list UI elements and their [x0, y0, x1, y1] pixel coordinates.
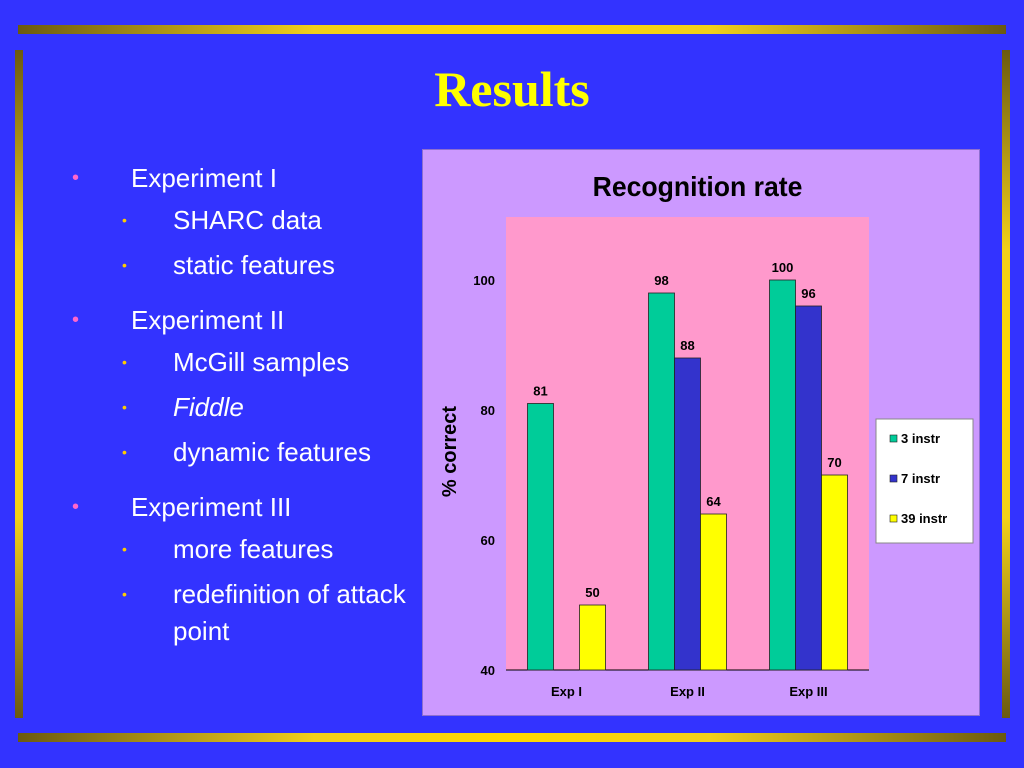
sub-bullet-dot-icon: •: [122, 257, 127, 273]
y-tick-label: 60: [481, 533, 495, 548]
data-label: 96: [801, 286, 815, 301]
data-label: 100: [772, 260, 794, 275]
bar: [527, 403, 554, 671]
sub-bullet-label: more features: [173, 534, 334, 564]
legend-label: 3 instr: [901, 431, 940, 446]
x-tick-label: Exp I: [551, 684, 582, 699]
legend-swatch: [889, 514, 898, 523]
sub-bullet-dot-icon: •: [122, 399, 127, 415]
bar: [579, 604, 606, 671]
chart-title: Recognition rate: [593, 170, 803, 202]
legend-label: 7 instr: [901, 471, 940, 486]
data-label: 98: [654, 273, 668, 288]
x-tick-label: Exp II: [670, 684, 705, 699]
bullet-label: Experiment I: [131, 163, 277, 193]
legend-swatch: [889, 474, 898, 483]
sub-bullet-label: redefinition of attack point: [173, 579, 406, 646]
sub-bullet-dot-icon: •: [122, 354, 127, 370]
sub-bullet: • static features: [60, 247, 420, 284]
data-label: 81: [533, 384, 547, 399]
sub-bullet: • SHARC data: [60, 202, 420, 239]
bar: [648, 292, 675, 671]
sub-bullet-label: McGill samples: [173, 347, 350, 377]
right-gold-bar: [1002, 50, 1010, 718]
top-gold-bar: [18, 25, 1006, 34]
sub-bullet: • dynamic features: [60, 434, 420, 471]
data-label: 50: [585, 585, 599, 600]
sub-bullet: • Fiddle: [60, 389, 420, 426]
bar: [821, 474, 848, 671]
bullet-list: • Experiment I • SHARC data • static featur…: [60, 160, 420, 658]
bar: [700, 513, 727, 671]
sub-bullet-dot-icon: •: [122, 444, 127, 460]
y-tick-label: 100: [473, 273, 495, 288]
bullet-experiment-2: • Experiment II: [60, 302, 420, 338]
sub-bullet-label: Fiddle: [173, 392, 244, 422]
bullet-dot-icon: •: [72, 496, 80, 518]
sub-bullet-dot-icon: •: [122, 586, 127, 602]
bullet-dot-icon: •: [72, 167, 80, 189]
sub-bullet: • more features: [60, 531, 420, 568]
bar: [795, 305, 822, 671]
sub-bullet: • McGill samples: [60, 344, 420, 381]
recognition-rate-chart: Recognition rate 40 60 80 100 % correct 81 50 Ex…: [439, 170, 974, 699]
y-tick-label: 40: [481, 663, 495, 678]
sub-bullet: • redefinition of attack point: [60, 576, 420, 650]
data-label: 64: [706, 494, 721, 509]
bullet-dot-icon: •: [72, 309, 80, 331]
sub-bullet-label: static features: [173, 250, 335, 280]
slide-title: Results: [434, 61, 590, 117]
bar: [674, 357, 701, 671]
sub-bullet-label: SHARC data: [173, 205, 322, 235]
left-gold-bar: [15, 50, 23, 718]
bullet-label: Experiment II: [131, 305, 285, 335]
data-label: 88: [680, 338, 694, 353]
data-label: 70: [827, 455, 841, 470]
bottom-gold-bar: [18, 733, 1006, 742]
bar: [769, 279, 796, 671]
legend-swatch: [889, 434, 898, 443]
bullet-experiment-1: • Experiment I: [60, 160, 420, 196]
bullet-experiment-3: • Experiment III: [60, 489, 420, 525]
legend-label: 39 instr: [901, 511, 947, 526]
chart-area: Recognition rate 40 60 80 100 % correct 81 50 Ex…: [422, 149, 980, 716]
sub-bullet-label: dynamic features: [173, 437, 371, 467]
x-tick-label: Exp III: [789, 684, 827, 699]
bullet-label: Experiment III: [131, 492, 292, 522]
sub-bullet-dot-icon: •: [122, 212, 127, 228]
y-axis-label: % correct: [439, 406, 461, 497]
sub-bullet-dot-icon: •: [122, 541, 127, 557]
y-tick-label: 80: [481, 403, 495, 418]
